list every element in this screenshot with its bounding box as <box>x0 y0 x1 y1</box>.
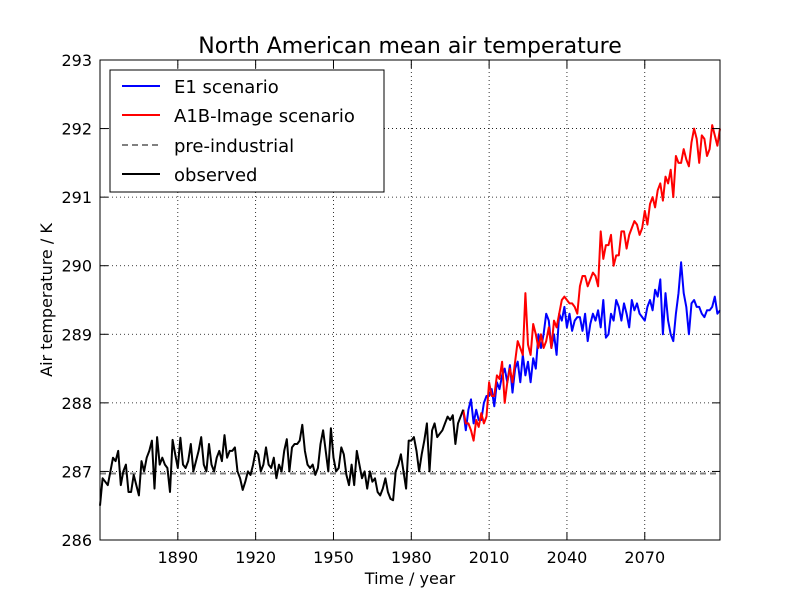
x-tick-label: 1920 <box>235 548 276 567</box>
axes-frame <box>99 59 721 541</box>
legend: E1 scenario A1B-Image scenario pre-indus… <box>109 69 385 193</box>
y-tick-label: 289 <box>61 325 92 344</box>
y-tick-label: 290 <box>61 257 92 276</box>
y-tick-label: 287 <box>61 462 92 481</box>
x-tick-label: 2010 <box>469 548 510 567</box>
legend-label-a1b: A1B-Image scenario <box>174 106 355 127</box>
y-tick-labels: 286 287 288 289 290 291 292 293 <box>61 51 92 550</box>
legend-label-e1: E1 scenario <box>174 77 279 98</box>
series-line-a1b-image-scenario <box>462 124 721 442</box>
x-tick-label: 1950 <box>313 548 354 567</box>
y-tick-label: 286 <box>61 531 92 550</box>
series-line-observed <box>99 409 465 506</box>
x-tick-label: 1890 <box>157 548 198 567</box>
x-tick-labels: 1890 1920 1950 1980 2010 2040 2070 <box>157 548 665 567</box>
x-axis-label: Time / year <box>364 569 456 588</box>
x-tick-label: 1980 <box>391 548 432 567</box>
grid <box>100 60 720 540</box>
x-tick-label: 2070 <box>624 548 665 567</box>
y-tick-label: 288 <box>61 394 92 413</box>
legend-label-observed: observed <box>174 165 257 186</box>
chart-title: North American mean air temperature <box>198 34 622 59</box>
y-tick-label: 291 <box>61 188 92 207</box>
x-tick-label: 2040 <box>547 548 588 567</box>
series-lines <box>99 124 721 506</box>
ticks <box>100 59 720 541</box>
y-tick-label: 292 <box>61 120 92 139</box>
y-axis-label: Air temperature / K <box>37 223 56 377</box>
series-line-e1-scenario <box>462 261 721 432</box>
legend-label-pre-industrial: pre-industrial <box>174 136 294 157</box>
legend-box <box>109 69 385 193</box>
y-tick-label: 293 <box>61 51 92 70</box>
